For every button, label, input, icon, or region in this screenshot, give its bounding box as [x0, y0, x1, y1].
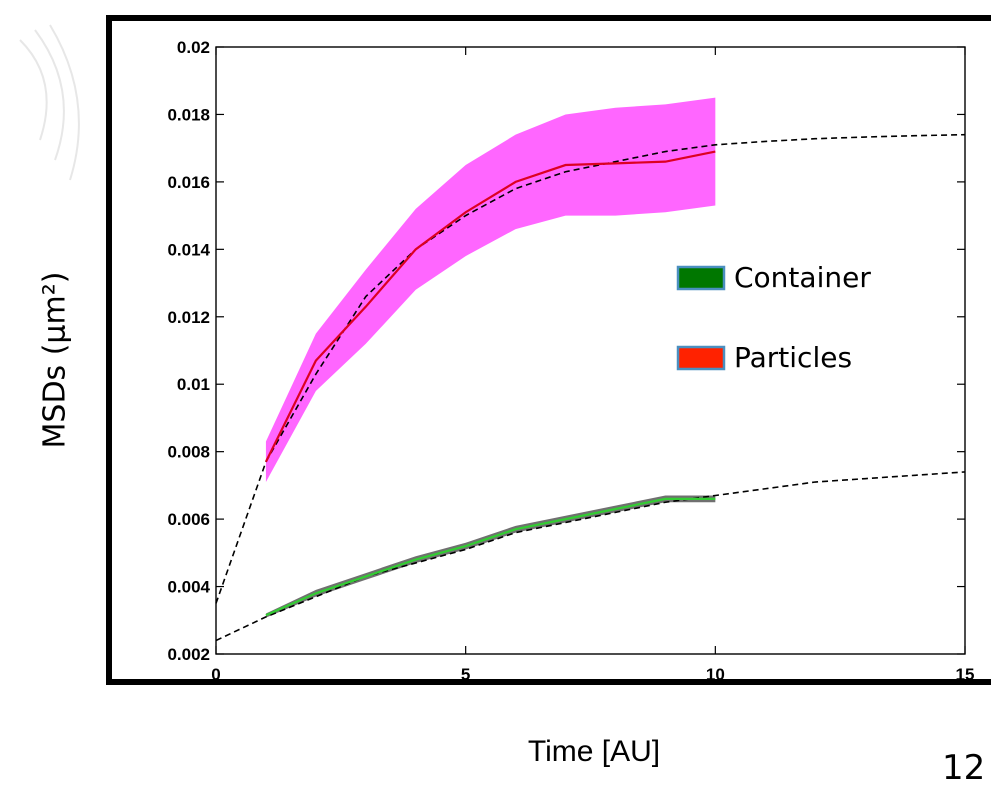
x-tick-label: 10 — [706, 665, 725, 681]
y-tick-label: 0.01 — [177, 375, 210, 394]
x-tick-label: 5 — [461, 665, 470, 681]
legend-swatch-particles — [676, 345, 726, 371]
watermark-graphic — [19, 24, 80, 181]
y-tick-label: 0.004 — [167, 578, 210, 597]
y-tick-label: 0.014 — [167, 240, 210, 259]
legend-label-container: Container — [734, 261, 871, 294]
plot-box — [215, 46, 966, 655]
y-tick-label: 0.008 — [167, 443, 210, 462]
legend-swatch-container — [676, 265, 726, 291]
page-number: 12 — [942, 748, 986, 788]
msd-chart: 0.002 0.004 0.006 0.008 0.01 0.012 0.014 0.016 0… — [167, 38, 975, 681]
fit-curve-2 — [215, 471, 966, 642]
y-axis-label: MSDs (μm²) — [37, 271, 73, 449]
x-tick-label: 15 — [956, 665, 975, 681]
band-container — [265, 495, 716, 618]
chart-frame: 0.002 0.004 0.006 0.008 0.01 0.012 0.014 0.016 0… — [106, 15, 991, 685]
y-tick-label: 0.02 — [177, 38, 210, 57]
x-axis-label: Time [AU] — [527, 735, 661, 768]
y-tick-label: 0.016 — [167, 173, 210, 192]
x-tick-label: 0 — [211, 665, 220, 681]
legend-label-particles: Particles — [734, 341, 852, 374]
band-particles — [265, 97, 716, 483]
y-tick-label: 0.002 — [167, 645, 210, 664]
series-line-particles — [264, 150, 716, 463]
y-tick-label: 0.012 — [167, 308, 210, 327]
y-tick-label: 0.018 — [167, 105, 210, 124]
series-line-container — [265, 497, 716, 617]
y-tick-label: 0.006 — [167, 510, 210, 529]
